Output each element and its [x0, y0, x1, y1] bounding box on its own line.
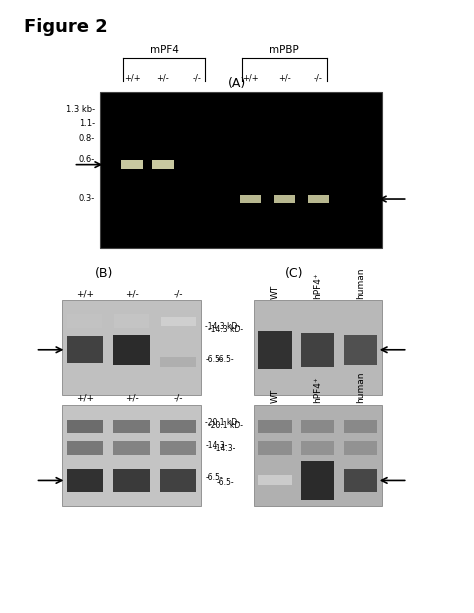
Text: +/+: +/+ — [124, 74, 140, 83]
Bar — [100, 92, 382, 248]
Text: 0.3-: 0.3- — [79, 194, 95, 203]
Bar — [67, 441, 103, 455]
Bar — [67, 314, 102, 329]
Bar — [113, 335, 150, 365]
Bar — [62, 405, 201, 506]
Text: -14.3-: -14.3- — [214, 444, 237, 452]
Bar — [160, 421, 196, 433]
Bar — [67, 337, 103, 363]
Bar — [301, 461, 334, 500]
Text: WT: WT — [271, 284, 279, 299]
Bar — [121, 161, 143, 169]
Text: human: human — [356, 371, 365, 403]
Bar — [160, 470, 196, 492]
Text: +/-: +/- — [278, 74, 291, 83]
Text: hPF4⁺: hPF4⁺ — [313, 272, 322, 299]
Text: -14.3 kD-: -14.3 kD- — [208, 325, 243, 333]
Text: -20.1 kD-: -20.1 kD- — [205, 418, 240, 427]
Bar — [113, 421, 150, 433]
Text: +/-: +/- — [156, 74, 169, 83]
Text: -/-: -/- — [173, 289, 183, 299]
Text: +/+: +/+ — [76, 394, 94, 403]
Bar — [258, 476, 292, 485]
Text: 0.8-: 0.8- — [79, 134, 95, 143]
Text: -20.1 kD-: -20.1 kD- — [208, 421, 243, 430]
Bar — [344, 441, 377, 455]
Text: hPF4⁺: hPF4⁺ — [313, 376, 322, 403]
Bar — [160, 441, 196, 455]
Bar — [254, 405, 382, 506]
Text: human: human — [356, 267, 365, 299]
Bar — [113, 441, 150, 455]
Text: Figure 2: Figure 2 — [24, 18, 108, 36]
Bar — [308, 195, 328, 204]
Text: WT: WT — [271, 389, 279, 403]
Text: -/-: -/- — [314, 74, 322, 83]
Text: 1.3 kb-: 1.3 kb- — [66, 105, 95, 113]
Bar — [161, 316, 196, 326]
Text: (B): (B) — [95, 267, 113, 280]
Bar — [67, 421, 103, 433]
Bar — [153, 161, 173, 169]
Bar — [344, 421, 377, 433]
Text: +/-: +/- — [125, 289, 138, 299]
Bar — [301, 333, 334, 367]
Bar — [67, 470, 103, 492]
Bar — [240, 195, 261, 204]
Text: -14.3-: -14.3- — [205, 441, 228, 449]
Bar — [160, 357, 196, 367]
Text: mPBP: mPBP — [269, 45, 299, 55]
Bar — [301, 441, 334, 455]
Text: 0.6-: 0.6- — [79, 154, 95, 164]
Bar — [114, 314, 149, 329]
Bar — [273, 195, 295, 204]
Text: mPF4: mPF4 — [150, 45, 179, 55]
Text: +/+: +/+ — [76, 289, 94, 299]
Bar — [344, 470, 377, 492]
Text: 1.1-: 1.1- — [79, 119, 95, 128]
Bar — [344, 335, 377, 365]
Text: (A): (A) — [228, 77, 246, 89]
Text: -6.5-: -6.5- — [216, 478, 234, 487]
Bar — [258, 331, 292, 369]
Text: -6.5-: -6.5- — [205, 355, 223, 364]
Text: -6.5-: -6.5- — [205, 473, 223, 482]
Bar — [301, 421, 334, 433]
Bar — [62, 300, 201, 395]
Text: -/-: -/- — [173, 394, 183, 403]
Text: +/-: +/- — [125, 394, 138, 403]
Bar — [113, 470, 150, 492]
Bar — [254, 300, 382, 395]
Text: +/+: +/+ — [242, 74, 259, 83]
Text: -6.5-: -6.5- — [216, 356, 234, 364]
Text: -14.3 kD-: -14.3 kD- — [205, 322, 240, 332]
Bar — [258, 421, 292, 433]
Text: -/-: -/- — [192, 74, 201, 83]
Text: (C): (C) — [284, 267, 303, 280]
Bar — [258, 441, 292, 455]
